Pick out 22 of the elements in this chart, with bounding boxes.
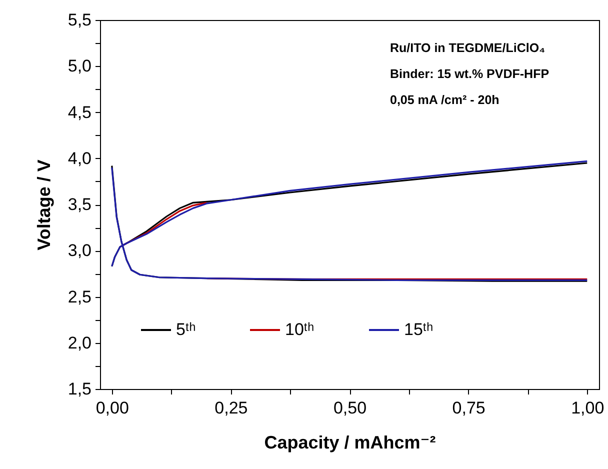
y-tick-label: 3,0 bbox=[68, 241, 92, 260]
legend-label: 5ᵗʰ bbox=[176, 320, 196, 339]
legend-label: 10ᵗʰ bbox=[285, 320, 314, 339]
x-tick-label: 0,75 bbox=[452, 398, 486, 418]
legend-label: 15ᵗʰ bbox=[404, 320, 434, 339]
annotation: 0,05 mA /cm² - 20h bbox=[390, 93, 500, 107]
annotation: Ru/ITO in TEGDME/LiClO₄ bbox=[390, 41, 546, 55]
y-tick-label: 1,5 bbox=[68, 380, 92, 398]
annotation: Binder: 15 wt.% PVDF-HFP bbox=[390, 67, 550, 81]
x-tick-label: 0,50 bbox=[333, 398, 367, 418]
y-tick-label: 2,0 bbox=[68, 333, 92, 352]
y-tick-label: 2,5 bbox=[68, 287, 92, 306]
x-axis-title: Capacity / mAhcm⁻² bbox=[264, 432, 436, 452]
x-tick-label: 0,00 bbox=[96, 398, 129, 418]
y-tick-label: 4,5 bbox=[68, 102, 92, 122]
y-tick-label: 4,0 bbox=[68, 148, 92, 168]
x-tick-label: 0,25 bbox=[214, 398, 248, 418]
y-axis-title: Voltage / V bbox=[34, 160, 54, 250]
y-tick-label: 5,5 bbox=[68, 10, 92, 30]
y-tick-label: 5,0 bbox=[68, 56, 92, 76]
y-tick-label: 3,5 bbox=[68, 195, 92, 214]
x-tick-label: 1,00 bbox=[571, 398, 604, 418]
